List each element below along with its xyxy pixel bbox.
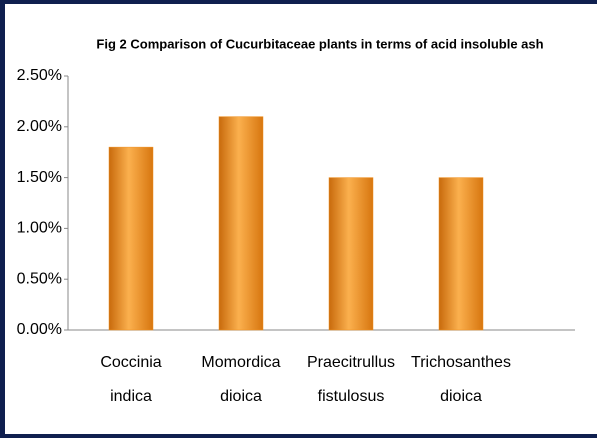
y-tick-label: 0.50% [17,270,62,287]
x-tick-label: Trichosanthes dioica [411,354,511,405]
bar [438,177,484,331]
chart-title: Fig 2 Comparison of Cucurbitaceae plants… [96,36,543,51]
x-tick-label: Praecitrullus fistulosus [307,354,395,405]
bar [108,146,154,331]
x-tick-label: Momordica dioica [201,354,280,405]
y-tick-label: 2.50% [17,67,62,84]
x-tick-label: Coccinia indica [100,354,161,405]
bar [218,116,264,331]
y-tick-label: 1.50% [17,169,62,186]
y-tick-label: 1.00% [17,220,62,237]
y-tick-label: 2.00% [17,118,62,135]
y-tick-label: 0.00% [17,321,62,338]
bar [328,177,374,331]
